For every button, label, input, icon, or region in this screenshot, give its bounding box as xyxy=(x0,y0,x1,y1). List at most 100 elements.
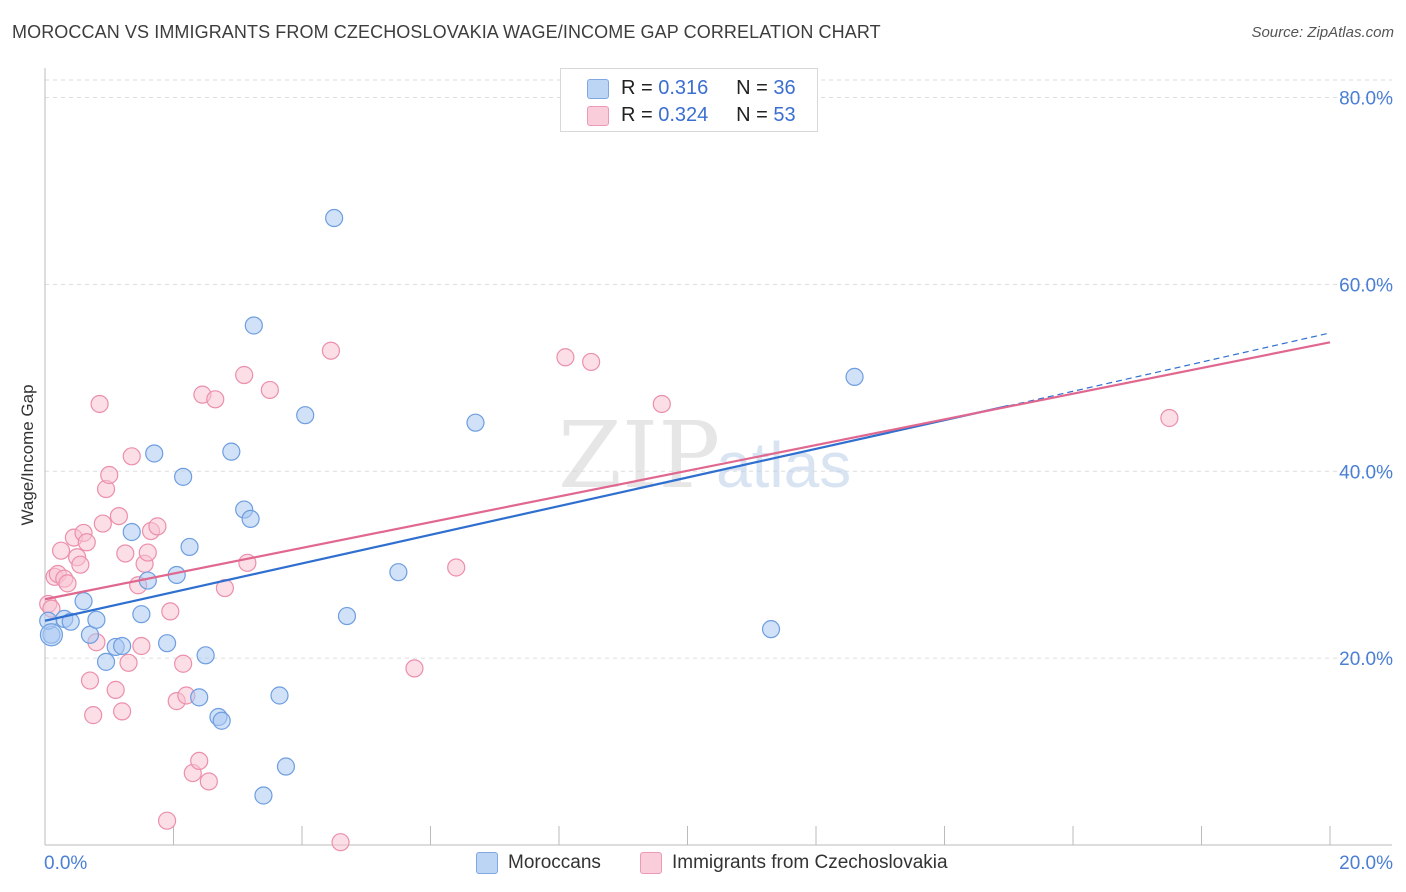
data-point xyxy=(190,751,209,771)
data-point xyxy=(582,352,601,372)
data-point xyxy=(652,394,671,414)
data-point xyxy=(87,610,106,629)
data-point xyxy=(161,602,180,621)
data-point xyxy=(100,465,119,485)
data-point xyxy=(96,652,116,671)
data-point xyxy=(389,563,408,582)
watermark-zip: ZIP xyxy=(558,402,720,509)
correlation-legend: R = 0.316 N = 36 R = 0.324 N = 53 xyxy=(560,68,818,132)
data-point xyxy=(556,348,575,367)
data-point xyxy=(190,688,209,707)
legend-text-czechoslovakia: R = 0.324 N = 53 xyxy=(621,104,796,127)
data-point xyxy=(157,634,177,653)
data-point xyxy=(206,390,225,409)
data-point xyxy=(157,811,177,830)
data-point xyxy=(93,514,112,533)
data-point xyxy=(74,592,93,611)
bottom-legend-label: Immigrants from Czechoslovakia xyxy=(672,852,948,873)
trend-line-czechoslovakia xyxy=(44,341,1331,601)
data-point xyxy=(845,367,864,386)
series-moroccans xyxy=(39,208,864,805)
source-label: Source: ZipAtlas.com xyxy=(1251,24,1394,41)
r-label: R = xyxy=(621,77,653,99)
data-point xyxy=(254,786,273,805)
data-point xyxy=(132,605,151,624)
data-point xyxy=(80,671,100,690)
data-point xyxy=(276,757,296,776)
trend-line-moroccans-extension xyxy=(1008,332,1331,407)
data-point xyxy=(80,625,100,644)
n-value: 53 xyxy=(773,104,796,126)
r-value: 0.316 xyxy=(658,77,709,99)
data-point xyxy=(119,653,138,672)
data-point xyxy=(112,636,132,656)
data-point xyxy=(260,380,279,400)
data-point xyxy=(270,686,289,705)
data-point xyxy=(405,659,424,678)
legend-swatch-blue xyxy=(587,79,609,99)
data-point xyxy=(235,365,254,385)
y-axis-label: Wage/Income Gap xyxy=(18,384,37,526)
data-point xyxy=(325,208,344,228)
data-point xyxy=(212,711,231,730)
y-tick-label: 20.0% xyxy=(1339,649,1393,670)
data-point xyxy=(122,522,141,542)
data-point xyxy=(321,341,341,360)
data-point xyxy=(61,612,80,631)
data-point xyxy=(71,555,90,574)
series-immigrants-czechoslovakia xyxy=(39,341,1179,852)
data-point xyxy=(116,544,135,563)
n-label: N = xyxy=(736,104,768,126)
y-tick-label: 40.0% xyxy=(1339,462,1393,483)
data-point xyxy=(331,833,350,852)
n-label: N = xyxy=(736,77,768,99)
trend-line-moroccans xyxy=(44,404,1009,622)
bottom-swatch-blue xyxy=(476,852,498,874)
data-point xyxy=(122,447,141,466)
n-value: 36 xyxy=(773,77,796,99)
trend-lines xyxy=(44,332,1331,622)
data-point xyxy=(241,509,260,529)
data-point xyxy=(337,606,357,626)
chart-title: MOROCCAN VS IMMIGRANTS FROM CZECHOSLOVAK… xyxy=(12,22,881,42)
data-point xyxy=(244,316,263,335)
data-point xyxy=(112,702,132,721)
bottom-swatch-pink xyxy=(640,852,662,874)
data-point xyxy=(145,444,164,463)
data-point xyxy=(90,394,109,414)
data-point xyxy=(39,623,64,647)
data-point xyxy=(84,706,103,725)
data-point xyxy=(447,558,466,577)
bottom-legend-label: Moroccans xyxy=(508,852,601,873)
data-point xyxy=(109,506,128,526)
legend-swatch-pink xyxy=(587,106,609,126)
data-point xyxy=(174,467,193,486)
r-label: R = xyxy=(621,104,653,126)
tick-labels: 20.0% 40.0% 60.0% 80.0% 0.0% 20.0% xyxy=(44,89,1393,875)
data-point xyxy=(77,533,96,552)
data-point xyxy=(174,654,193,673)
data-point xyxy=(222,442,241,461)
data-point xyxy=(1160,408,1179,428)
data-point xyxy=(132,636,151,656)
legend-text-moroccans: R = 0.316 N = 36 xyxy=(621,77,796,100)
data-point xyxy=(196,646,215,665)
data-point xyxy=(106,680,125,699)
y-tick-label: 80.0% xyxy=(1339,89,1393,110)
data-point xyxy=(148,517,167,536)
data-point xyxy=(296,406,315,425)
watermark-atlas: atlas xyxy=(716,429,851,501)
r-value: 0.324 xyxy=(658,104,709,126)
data-point xyxy=(138,543,157,562)
data-point xyxy=(466,413,485,432)
watermark: ZIP atlas xyxy=(558,402,851,509)
data-point xyxy=(51,541,71,560)
data-point xyxy=(199,772,218,791)
x-tick-label: 20.0% xyxy=(1339,853,1393,874)
axes xyxy=(44,68,1392,846)
data-point xyxy=(761,620,781,639)
data-point xyxy=(58,574,77,593)
x-tick-label: 0.0% xyxy=(44,853,87,874)
y-tick-label: 60.0% xyxy=(1339,275,1393,296)
